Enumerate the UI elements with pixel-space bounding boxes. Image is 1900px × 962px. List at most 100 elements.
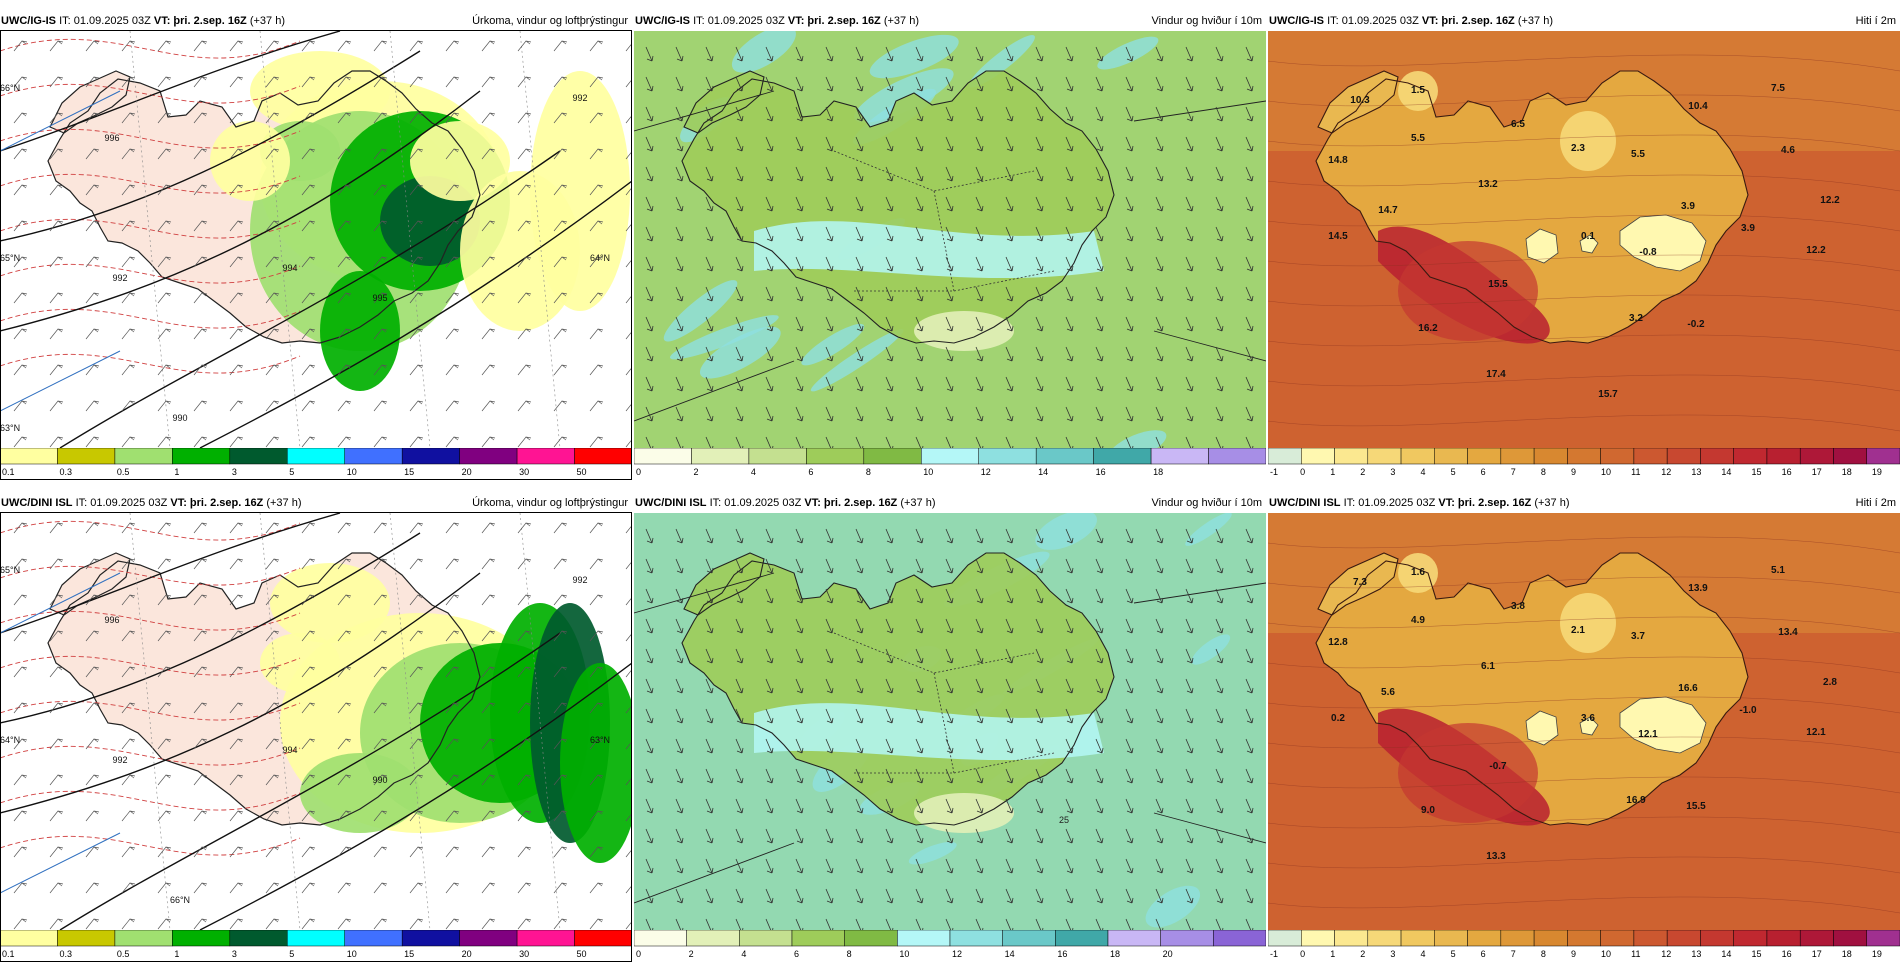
legend-swatch [459,930,518,947]
legend-tick-label: 12 [952,949,962,959]
legend-tick-label: 16 [1057,949,1067,959]
map-label: 15.5 [1686,801,1706,812]
weather-map[interactable]: 996 992 994 992 990 66°N 65°N 64°N 63°N [0,513,632,930]
legend-tick-label: 2 [1360,467,1365,477]
map-label: 996 [104,133,119,143]
map-label: 63°N [0,423,20,433]
legend-tick-label: 0.1 [2,467,15,477]
panel-title: Hiti í 2m [1855,497,1896,509]
legend-tick-label: 30 [519,949,529,959]
map-label: 13.3 [1486,851,1506,862]
map-label: 994 [282,745,297,755]
legend-tick-label: 8 [847,949,852,959]
init-time: IT: 01.09.2025 03Z [1327,15,1419,27]
legend-swatch [1213,930,1266,947]
legend-tick-label: 15 [404,949,414,959]
legend-swatch [1002,930,1056,947]
legend-swatch [1666,448,1701,465]
panel-header: UWC/DINI ISL IT: 01.09.2025 03Z VT: þri.… [634,494,1266,512]
legend-tick-label: 18 [1842,949,1852,959]
legend-swatch [344,930,403,947]
legend-tick-label: 16 [1096,467,1106,477]
legend-tick-label: 18 [1842,467,1852,477]
weather-map[interactable]: 1.6 7.3 4.9 3.8 2.1 3.7 13.9 5.1 13.4 12.8 6.1 5.6 1… [1268,513,1900,930]
legend-swatch [1633,448,1668,465]
legend-tick-label: 12 [1661,467,1671,477]
legend-swatch [574,448,632,465]
map-label: 992 [572,93,587,103]
legend-tick-label: 10 [923,467,933,477]
map-label: 10.4 [1688,101,1708,112]
legend-swatch [686,930,740,947]
map-label: -0.2 [1687,319,1705,330]
forecast-offset: (+37 h) [266,497,302,509]
map-label: 5.1 [1771,565,1785,576]
legend-tick-label: -1 [1270,467,1278,477]
legend-tick-label: 16 [1782,949,1792,959]
panel-precip-row-2: UWC/DINI ISL IT: 01.09.2025 03Z VT: þri.… [0,494,632,962]
map-label: 3.9 [1681,201,1695,212]
map-label: 12.1 [1806,727,1826,738]
legend-swatch [634,930,687,947]
legend-tick-label: 1 [1330,949,1335,959]
legend-swatch [1866,448,1900,465]
legend-swatch [1301,448,1335,465]
weather-map-svg: 25 [634,513,1266,930]
legend-swatch [634,448,692,465]
weather-map[interactable]: 996 992 994 992 995 990 66°N 65°N 64°N 63°N [0,31,632,448]
legend-tick-label: 0.3 [59,949,72,959]
map-label: 990 [372,775,387,785]
weather-map[interactable]: 1.5 10.3 5.5 6.5 2.3 5.5 10.4 7.5 4.6 14.8 13.2 14.… [1268,31,1900,448]
legend-tick-label: 0 [636,467,641,477]
legend-swatch [1160,930,1214,947]
legend-swatch [739,930,793,947]
map-label: 994 [282,263,297,273]
map-label: 3.7 [1631,631,1645,642]
map-label: 14.5 [1328,231,1348,242]
legend-swatch [1533,448,1568,465]
map-label: 4.9 [1411,615,1425,626]
legend-tick-label: 10 [1601,467,1611,477]
legend-swatch [1150,448,1209,465]
legend-swatch [172,448,231,465]
legend-swatch [0,448,58,465]
color-legend: 0.1 0.3 0.5 1 3 5 10 15 20 30 50 [0,930,632,960]
legend-swatch [1600,930,1635,947]
model-name: UWC/DINI ISL [1,497,73,509]
legend-tick-label: 10 [347,467,357,477]
legend-tick-label: 9 [1571,949,1576,959]
legend-tick-label: 10 [899,949,909,959]
panel-title: Vindur og hviður í 10m [1151,15,1262,27]
panel-title: Hiti í 2m [1855,15,1896,27]
map-label: 65°N [0,565,20,575]
weather-map[interactable]: 25 [634,513,1266,930]
legend-tick-label: 20 [462,467,472,477]
legend-swatch [287,448,345,465]
map-label: 996 [104,615,119,625]
map-label: 2.8 [1823,677,1837,688]
weather-map[interactable] [634,31,1266,448]
legend-swatch [1500,930,1535,947]
map-label: 64°N [590,253,610,263]
legend-swatch [1500,448,1535,465]
legend-tick-label: 1 [174,467,179,477]
map-label: 66°N [0,83,20,93]
legend-swatch [1400,448,1435,465]
legend-swatch [229,930,288,947]
legend-tick-label: 11 [1631,467,1640,477]
valid-time: VT: þri. 2.sep. 16Z [787,15,881,27]
legend-tick-label: 3 [232,467,237,477]
legend-tick-label: 17 [1812,949,1822,959]
valid-time: VT: þri. 2.sep. 16Z [153,15,247,27]
legend-swatch [344,448,403,465]
legend-swatch [516,930,575,947]
panel-temp-row-1: UWC/IG-IS IT: 01.09.2025 03Z VT: þri. 2.… [1268,12,1900,480]
legend-swatch [1035,448,1094,465]
legend-swatch [114,930,173,947]
map-label: 7.3 [1353,577,1367,588]
legend-swatch [1400,930,1435,947]
map-label: 12.2 [1806,245,1826,256]
legend-swatch [1799,448,1834,465]
legend-swatch [57,930,116,947]
legend-tick-label: 0.1 [2,949,15,959]
